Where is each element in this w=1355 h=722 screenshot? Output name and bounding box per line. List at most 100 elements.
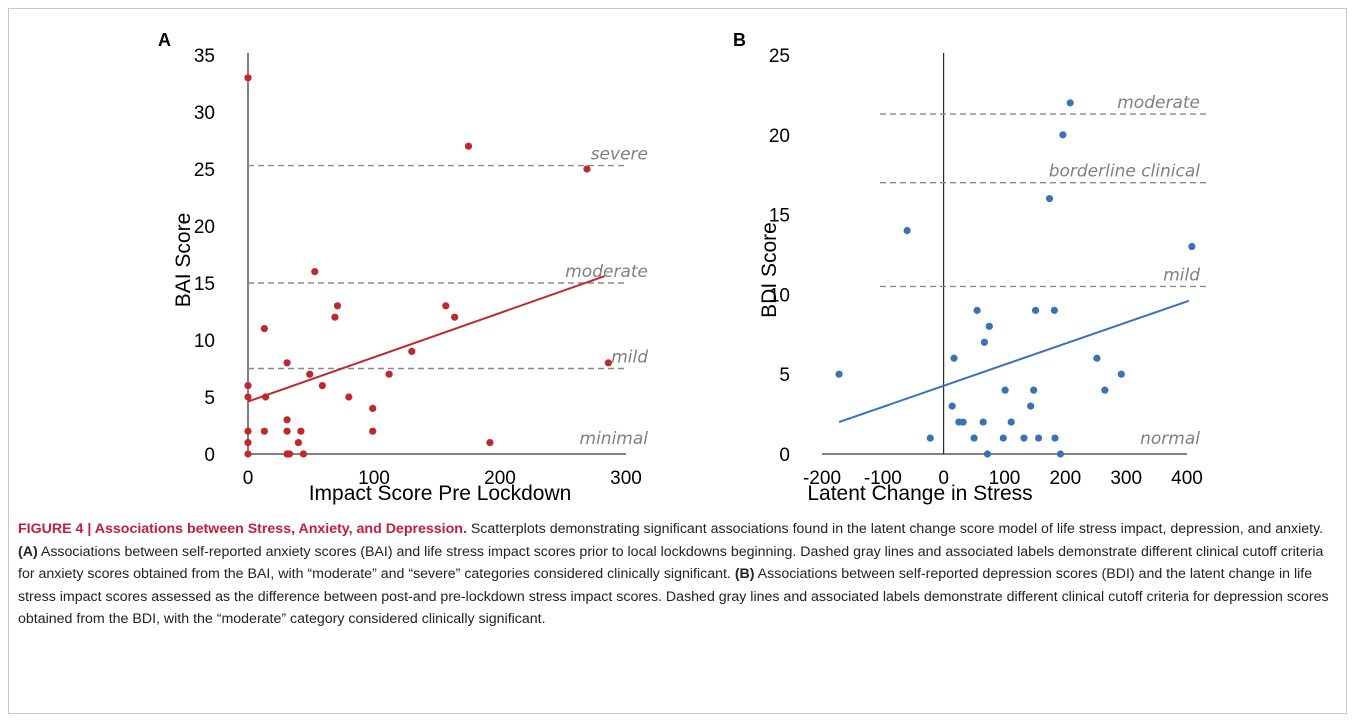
panel-b-data-point — [1050, 306, 1058, 314]
panel-a-x-tick-label: 100 — [358, 468, 390, 489]
panel-a-data-point — [311, 268, 319, 276]
panel-b-letter: B — [733, 30, 746, 50]
panel-b: B BDI Score Latent Change in Stress 0 5 10… — [733, 30, 1210, 505]
panel-b-data-point — [1001, 386, 1009, 394]
panel-a-data-point — [451, 313, 459, 321]
panel-a-data-point — [244, 393, 252, 401]
panel-a-data-point — [408, 347, 416, 355]
panel-a-y-tick-label: 30 — [194, 103, 215, 124]
panel-b-data-point — [973, 306, 981, 314]
panel-a-data-point — [297, 427, 305, 435]
panel-a-y-tick-label: 5 — [204, 388, 215, 409]
panel-a-letter: A — [158, 30, 171, 50]
panel-a-y-tick-label: 20 — [194, 217, 215, 238]
panel-a-y-tick-label: 10 — [194, 331, 215, 352]
panel-a-data-point — [262, 393, 270, 401]
panel-a-data-point — [260, 325, 268, 333]
panel-a-y-tick-label: 35 — [194, 46, 215, 67]
caption-b-text: Associations between self-reported depre… — [18, 566, 1329, 628]
panel-a-data-point — [306, 370, 314, 378]
panel-b-data-point — [1188, 242, 1196, 251]
panel-b-y-tick-label: 20 — [769, 126, 790, 147]
panel-a-data-point — [294, 439, 302, 447]
panel-b-data-point — [903, 226, 911, 235]
panel-a-data-point — [260, 427, 268, 435]
panel-a-data-point — [283, 359, 291, 367]
panel-a-data-point — [604, 359, 612, 367]
panel-a-data-point — [345, 393, 353, 401]
panel-a-data-point — [385, 370, 393, 378]
panel-b-x-tick-label: 0 — [938, 468, 949, 489]
panel-b-plot: 0 5 10 15 20 25 -200 -100 0 100 200 300 400 moderate b… — [769, 46, 1210, 489]
panel-b-data-point — [1031, 306, 1040, 314]
panel-a-cutoff-label-moderate: moderate — [565, 262, 648, 282]
panel-b-data-point — [948, 402, 956, 410]
panel-a-data-point — [369, 427, 377, 435]
caption-title: FIGURE 4 | Associations between Stress, … — [18, 521, 467, 537]
panel-a-data-point — [244, 450, 252, 458]
panel-a-cutoff-label-severe: severe — [591, 145, 648, 165]
panel-a-data-point — [369, 404, 377, 412]
panel-a-data-point — [283, 427, 291, 435]
panel-b-y-tick-label: 25 — [769, 46, 790, 67]
panel-b-x-tick-label: 100 — [989, 468, 1021, 489]
panel-b-x-tick-label: 300 — [1110, 468, 1142, 489]
panel-a-data-point — [299, 450, 308, 458]
panel-a-data-point — [244, 74, 252, 82]
panel-b-data-point — [1007, 418, 1015, 426]
panel-b-data-point — [1045, 195, 1054, 203]
caption-intro: Scatterplots demonstrating significant a… — [466, 521, 1324, 537]
panel-b-cutoff-label-normal: normal — [1140, 429, 1200, 449]
panel-b-cutoff-label-moderate: moderate — [1117, 93, 1200, 113]
panel-b-data-point — [983, 450, 992, 458]
panel-a-x-tick-label: 300 — [610, 468, 642, 489]
panel-a-data-point — [244, 439, 252, 447]
figure-caption: FIGURE 4 | Associations between Stress, … — [18, 518, 1338, 631]
panel-b-data-point — [970, 434, 978, 442]
panel-b-data-point — [835, 370, 843, 378]
panel-b-y-tick-label: 0 — [779, 445, 790, 466]
panel-a-data-point — [318, 382, 326, 390]
panel-b-data-point — [1066, 99, 1074, 107]
figure-chart-area: A BAI Score Impact Score Pre Lockdown 0 5… — [158, 30, 1210, 505]
panel-a-y-tick-label: 0 — [204, 445, 215, 466]
panel-a-data-point — [244, 382, 252, 390]
panel-a-data-point — [583, 165, 591, 173]
panel-a-x-tick-label: 200 — [484, 468, 516, 489]
panel-b-data-point — [1059, 131, 1067, 139]
panel-b-data-point — [1020, 434, 1028, 442]
panel-b-data-point — [1056, 450, 1065, 458]
panel-a-x-axis-title: Impact Score Pre Lockdown — [309, 482, 572, 505]
panel-b-data-point — [1101, 386, 1109, 394]
panel-a-data-point — [442, 302, 450, 310]
panel-b-data-point — [926, 434, 934, 442]
panel-a-data-point — [285, 450, 294, 458]
panel-b-data-point — [959, 418, 967, 426]
figure-frame — [8, 8, 1347, 714]
panel-a-y-axis-title: BAI Score — [172, 213, 195, 308]
panel-b-data-point — [1051, 434, 1059, 442]
panel-a-data-point — [244, 427, 252, 435]
panel-a-y-tick-label: 15 — [194, 274, 215, 295]
caption-b-label: (B) — [734, 566, 755, 583]
panel-b-trendline — [838, 299, 1190, 424]
panel-a-trendline — [247, 275, 605, 403]
panel-b-y-tick-label: 15 — [769, 206, 790, 227]
panel-b-data-point — [999, 434, 1007, 442]
panel-b-x-tick-label: 400 — [1171, 468, 1203, 489]
panel-b-x-tick-label: -100 — [864, 468, 902, 489]
caption-a-text: Associations between self-reported anxie… — [18, 543, 1324, 583]
panel-a: A BAI Score Impact Score Pre Lockdown 0 5… — [158, 30, 648, 505]
panel-a-plot: 0 5 10 15 20 25 30 35 0 100 200 300 severe moderate mi… — [194, 46, 648, 489]
panel-b-data-point — [1034, 434, 1043, 442]
panel-a-data-point — [464, 142, 473, 150]
panel-b-data-point — [1117, 370, 1125, 378]
panel-a-data-point — [283, 416, 291, 424]
panel-b-data-point — [980, 338, 989, 346]
caption-a-label: (A) — [18, 543, 38, 560]
panel-b-x-tick-label: -200 — [803, 468, 841, 489]
panel-b-x-tick-label: 200 — [1049, 468, 1081, 489]
panel-b-x-axis-title: Latent Change in Stress — [807, 482, 1032, 505]
panel-b-y-tick-label: 5 — [779, 365, 790, 386]
panel-b-y-tick-label: 10 — [769, 285, 790, 306]
